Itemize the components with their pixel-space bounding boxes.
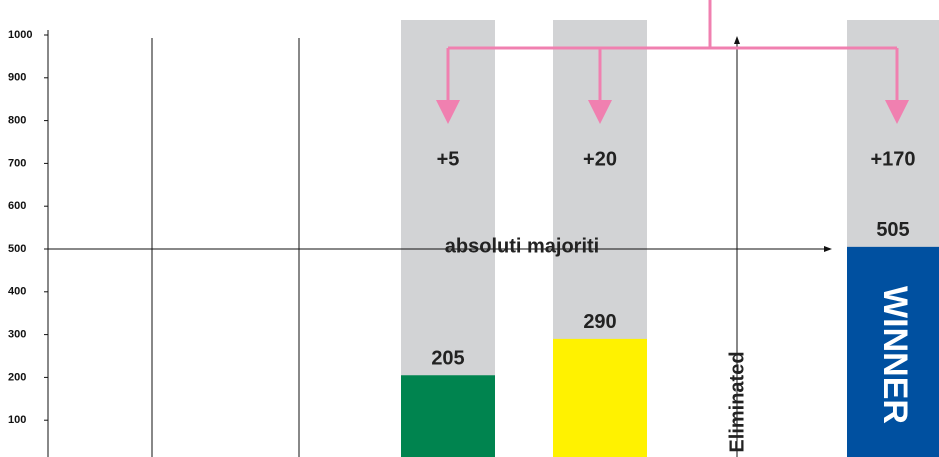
bar [401, 375, 495, 457]
y-tick-label: 400 [8, 286, 26, 298]
y-tick-label: 200 [8, 371, 26, 383]
y-tick-label: 700 [8, 157, 26, 169]
bars [401, 246, 939, 457]
value-label: 505 [876, 219, 909, 241]
y-tick-label: 800 [8, 115, 26, 127]
value-label: 205 [431, 348, 464, 370]
arrow-trunk [448, 0, 897, 50]
majority-label: absoluti majoriti [445, 235, 599, 257]
eliminated-label: Eliminated [726, 351, 748, 452]
value-label: 290 [583, 311, 616, 333]
gain-label: +20 [583, 148, 617, 170]
y-tick-label: 1000 [8, 29, 32, 41]
y-tick-label: 900 [8, 72, 26, 84]
transfer-arrows [436, 0, 909, 124]
gain-label: +170 [870, 148, 915, 170]
bar [847, 246, 939, 457]
y-tick-label: 600 [8, 200, 26, 212]
y-tick-label: 300 [8, 329, 26, 341]
gain-label: +5 [437, 148, 460, 170]
y-tick-label: 500 [8, 243, 26, 255]
y-tick-label: 100 [8, 414, 26, 426]
winner-label: WINNER [876, 286, 914, 424]
bar [553, 338, 647, 457]
